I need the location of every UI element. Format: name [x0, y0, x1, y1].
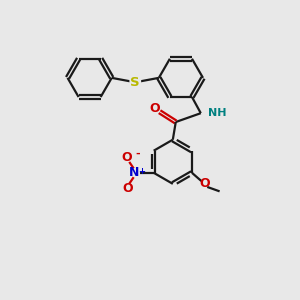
- Text: -: -: [135, 149, 140, 159]
- Text: NH: NH: [208, 108, 227, 118]
- Text: O: O: [149, 102, 160, 115]
- Text: O: O: [122, 151, 132, 164]
- Text: N: N: [128, 166, 139, 179]
- Text: O: O: [199, 178, 210, 190]
- Text: S: S: [130, 76, 140, 89]
- Text: O: O: [122, 182, 133, 195]
- Text: +: +: [138, 167, 145, 176]
